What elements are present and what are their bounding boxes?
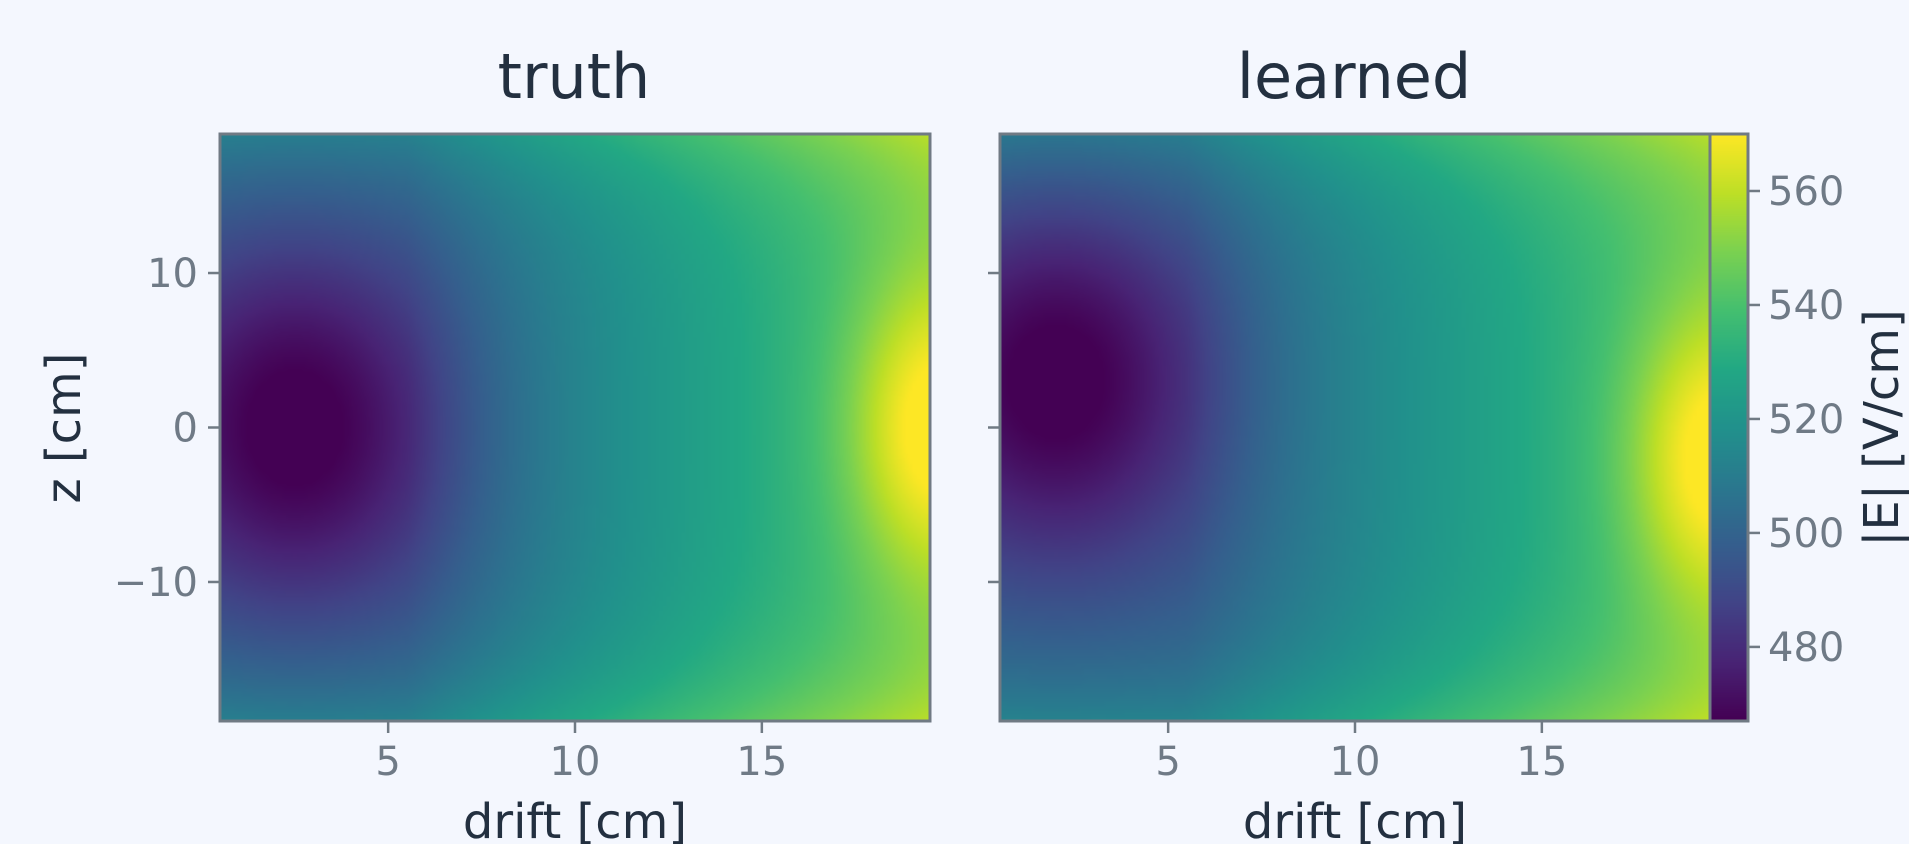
colorbar-gradient (1710, 134, 1748, 721)
colorbar-frame (1708, 132, 1750, 723)
colorbar-tick-label: 540 (1768, 283, 1844, 329)
panel-title-learned: learned (1237, 40, 1472, 113)
y-tick-label: 10 (147, 251, 198, 297)
colorbar-tick-label: 520 (1768, 397, 1844, 443)
x-tick-label: 15 (1516, 739, 1567, 785)
colorbar-tick-label: 500 (1768, 511, 1844, 557)
panel-title-truth: truth (498, 40, 651, 113)
heatmap-truth (220, 134, 930, 721)
x-tick-label: 10 (550, 739, 601, 785)
colorbar-tick-label: 560 (1768, 169, 1844, 215)
colorbar-label: |E| [V/cm] (1854, 309, 1909, 547)
y-tick-label: −10 (114, 560, 198, 606)
ticks-learned: 5 10 15 (988, 271, 1567, 785)
x-tick-label: 15 (736, 739, 787, 785)
colorbar-ticks: 480 500 520 540 560 (1748, 169, 1844, 671)
x-tick-label: 10 (1330, 739, 1381, 785)
ticks-truth: 5 10 15 10 0 −10 (114, 251, 788, 785)
colorbar-tick-label: 480 (1768, 625, 1844, 671)
ylabel-truth: z [cm] (36, 352, 92, 503)
x-tick-label: 5 (1155, 739, 1180, 785)
xlabel-truth: drift [cm] (463, 794, 687, 844)
y-tick-label: 0 (173, 406, 198, 452)
x-tick-label: 5 (375, 739, 400, 785)
xlabel-learned: drift [cm] (1243, 794, 1467, 844)
heatmap-learned (1000, 134, 1710, 721)
